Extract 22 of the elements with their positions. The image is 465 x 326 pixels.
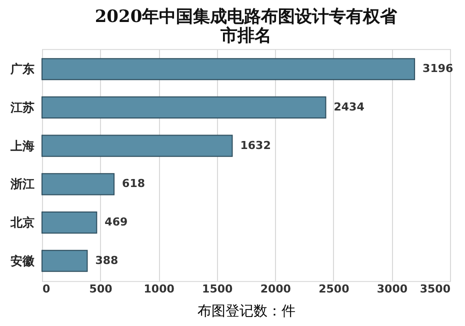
data-label: 3196 bbox=[422, 62, 454, 76]
x-tick-label: 3500 bbox=[420, 282, 451, 296]
data-label: 388 bbox=[95, 254, 118, 267]
y-tick-label: 广东 bbox=[10, 62, 34, 76]
x-tick-label: 500 bbox=[89, 282, 113, 296]
data-label: 1632 bbox=[240, 138, 271, 152]
x-tick-label: 2500 bbox=[318, 282, 350, 296]
data-label: 469 bbox=[104, 216, 128, 229]
y-tick-label: 北京 bbox=[10, 216, 34, 230]
data-label: 618 bbox=[122, 177, 146, 190]
data-label: 2434 bbox=[334, 100, 365, 114]
x-tick-label: 0 bbox=[42, 282, 50, 296]
y-tick-label: 浙江 bbox=[10, 177, 34, 192]
x-tick-label: 1000 bbox=[144, 282, 175, 296]
x-tick-label: 2000 bbox=[260, 282, 292, 296]
x-axis-title: 布图登记数：件 bbox=[198, 304, 296, 320]
x-tick-label: 1500 bbox=[202, 282, 234, 296]
x-tick-label: 3000 bbox=[376, 282, 408, 296]
y-tick-label: 安徽 bbox=[10, 254, 36, 268]
y-tick-label: 上海 bbox=[10, 138, 34, 153]
chart-title: 2020年中国集成电路布图设计专有权省市排名 bbox=[94, 7, 398, 46]
y-tick-label: 江苏 bbox=[10, 100, 34, 114]
